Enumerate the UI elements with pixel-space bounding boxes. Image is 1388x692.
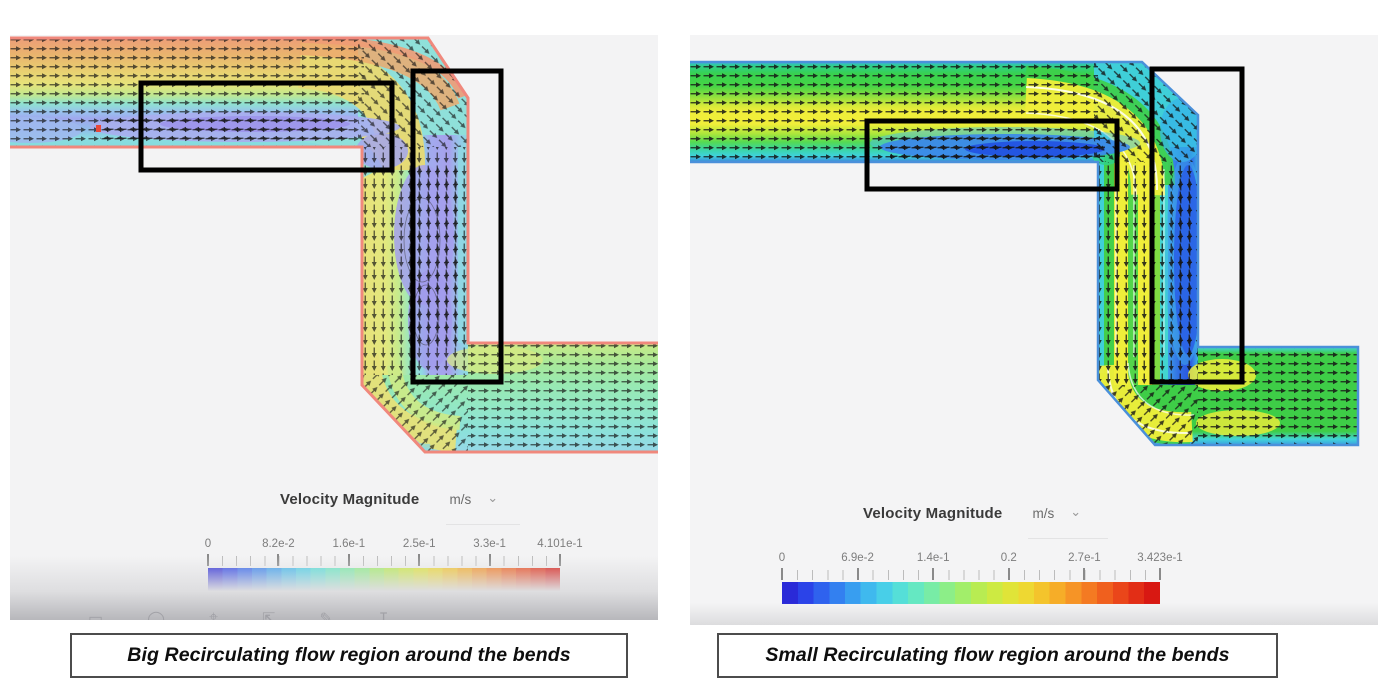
figure-caption: Small Recirculating flow region around t… bbox=[765, 644, 1230, 666]
toolbar-icon-6[interactable]: ↧ bbox=[376, 611, 391, 620]
recirculation-highlight-box bbox=[1149, 66, 1245, 385]
left-colorbar: 0 8.2e-2 1.6e-1 2.5e-1 3.3e-1 4.101e-1 ▲… bbox=[204, 538, 583, 605]
recirculation-highlight-box bbox=[138, 80, 395, 173]
right-caption-box: Small Recirculating flow region around t… bbox=[717, 633, 1278, 678]
colorbar-tick-labels: 0 6.9e-2 1.4e-1 0.2 2.7e-1 3.423e-1 bbox=[778, 552, 1183, 564]
left-cfd-panel: Velocity Magnitude m/s ⌄ 0 8.2e-2 1.6e-1… bbox=[10, 35, 658, 620]
colorbar-gradient bbox=[782, 582, 1160, 604]
unit-dropdown-underline bbox=[1028, 538, 1108, 539]
toolbar-icon-3[interactable]: ⌖ bbox=[209, 609, 219, 620]
legend-title: Velocity Magnitude bbox=[280, 491, 420, 508]
recirculation-highlight-box bbox=[410, 68, 504, 385]
left-caption-box: Big Recirculating flow region around the… bbox=[70, 633, 628, 678]
unit-label: m/s bbox=[1032, 506, 1055, 521]
left-velocity-vector-field bbox=[10, 36, 658, 454]
chevron-down-icon: ⌄ bbox=[487, 489, 499, 505]
right-cfd-panel: Velocity Magnitude m/s ⌄ 0 6.9e-2 1.4e-1… bbox=[690, 35, 1378, 625]
right-flow-field bbox=[690, 62, 1358, 445]
colorbar-ticks bbox=[781, 568, 1161, 580]
unit-dropdown[interactable]: m/s ⌄ bbox=[449, 489, 499, 508]
left-legend-header: Velocity Magnitude m/s ⌄ bbox=[280, 489, 499, 509]
toolbar-icon-1[interactable]: ▭ bbox=[88, 611, 104, 620]
recirculation-highlight-box bbox=[864, 118, 1120, 192]
viewport-bottom-chrome bbox=[690, 603, 1378, 625]
colorbar-tick-labels: 0 8.2e-2 1.6e-1 2.5e-1 3.3e-1 4.101e-1 bbox=[204, 538, 583, 550]
right-velocity-vector-field bbox=[690, 60, 1360, 447]
left-flow-field bbox=[10, 38, 658, 452]
chevron-down-icon: ⌄ bbox=[1070, 503, 1082, 519]
right-channel-outline bbox=[690, 60, 1360, 447]
right-colorbar: 0 6.9e-2 1.4e-1 0.2 2.7e-1 3.423e-1 bbox=[778, 552, 1183, 604]
figure-caption: Big Recirculating flow region around the… bbox=[127, 644, 571, 666]
unit-dropdown[interactable]: m/s ⌄ bbox=[1032, 503, 1082, 522]
toolbar-icon-4[interactable]: ⇱ bbox=[262, 611, 276, 620]
legend-title: Velocity Magnitude bbox=[863, 505, 1003, 522]
toolbar-icon-2[interactable]: ◯ bbox=[147, 611, 166, 620]
viewport-toolbar: ▭ ◯ ⌖ ⇱ ✎ ↧ bbox=[88, 609, 390, 620]
unit-dropdown-underline bbox=[446, 524, 520, 525]
toolbar-icon-5[interactable]: ✎ bbox=[319, 611, 333, 620]
probe-point-marker bbox=[96, 125, 101, 132]
right-legend-header: Velocity Magnitude m/s ⌄ bbox=[863, 503, 1082, 523]
unit-label: m/s bbox=[449, 492, 472, 507]
left-channel-outline bbox=[10, 36, 658, 454]
viewport-bottom-chrome: ▭ ◯ ⌖ ⇱ ✎ ↧ bbox=[10, 556, 658, 620]
